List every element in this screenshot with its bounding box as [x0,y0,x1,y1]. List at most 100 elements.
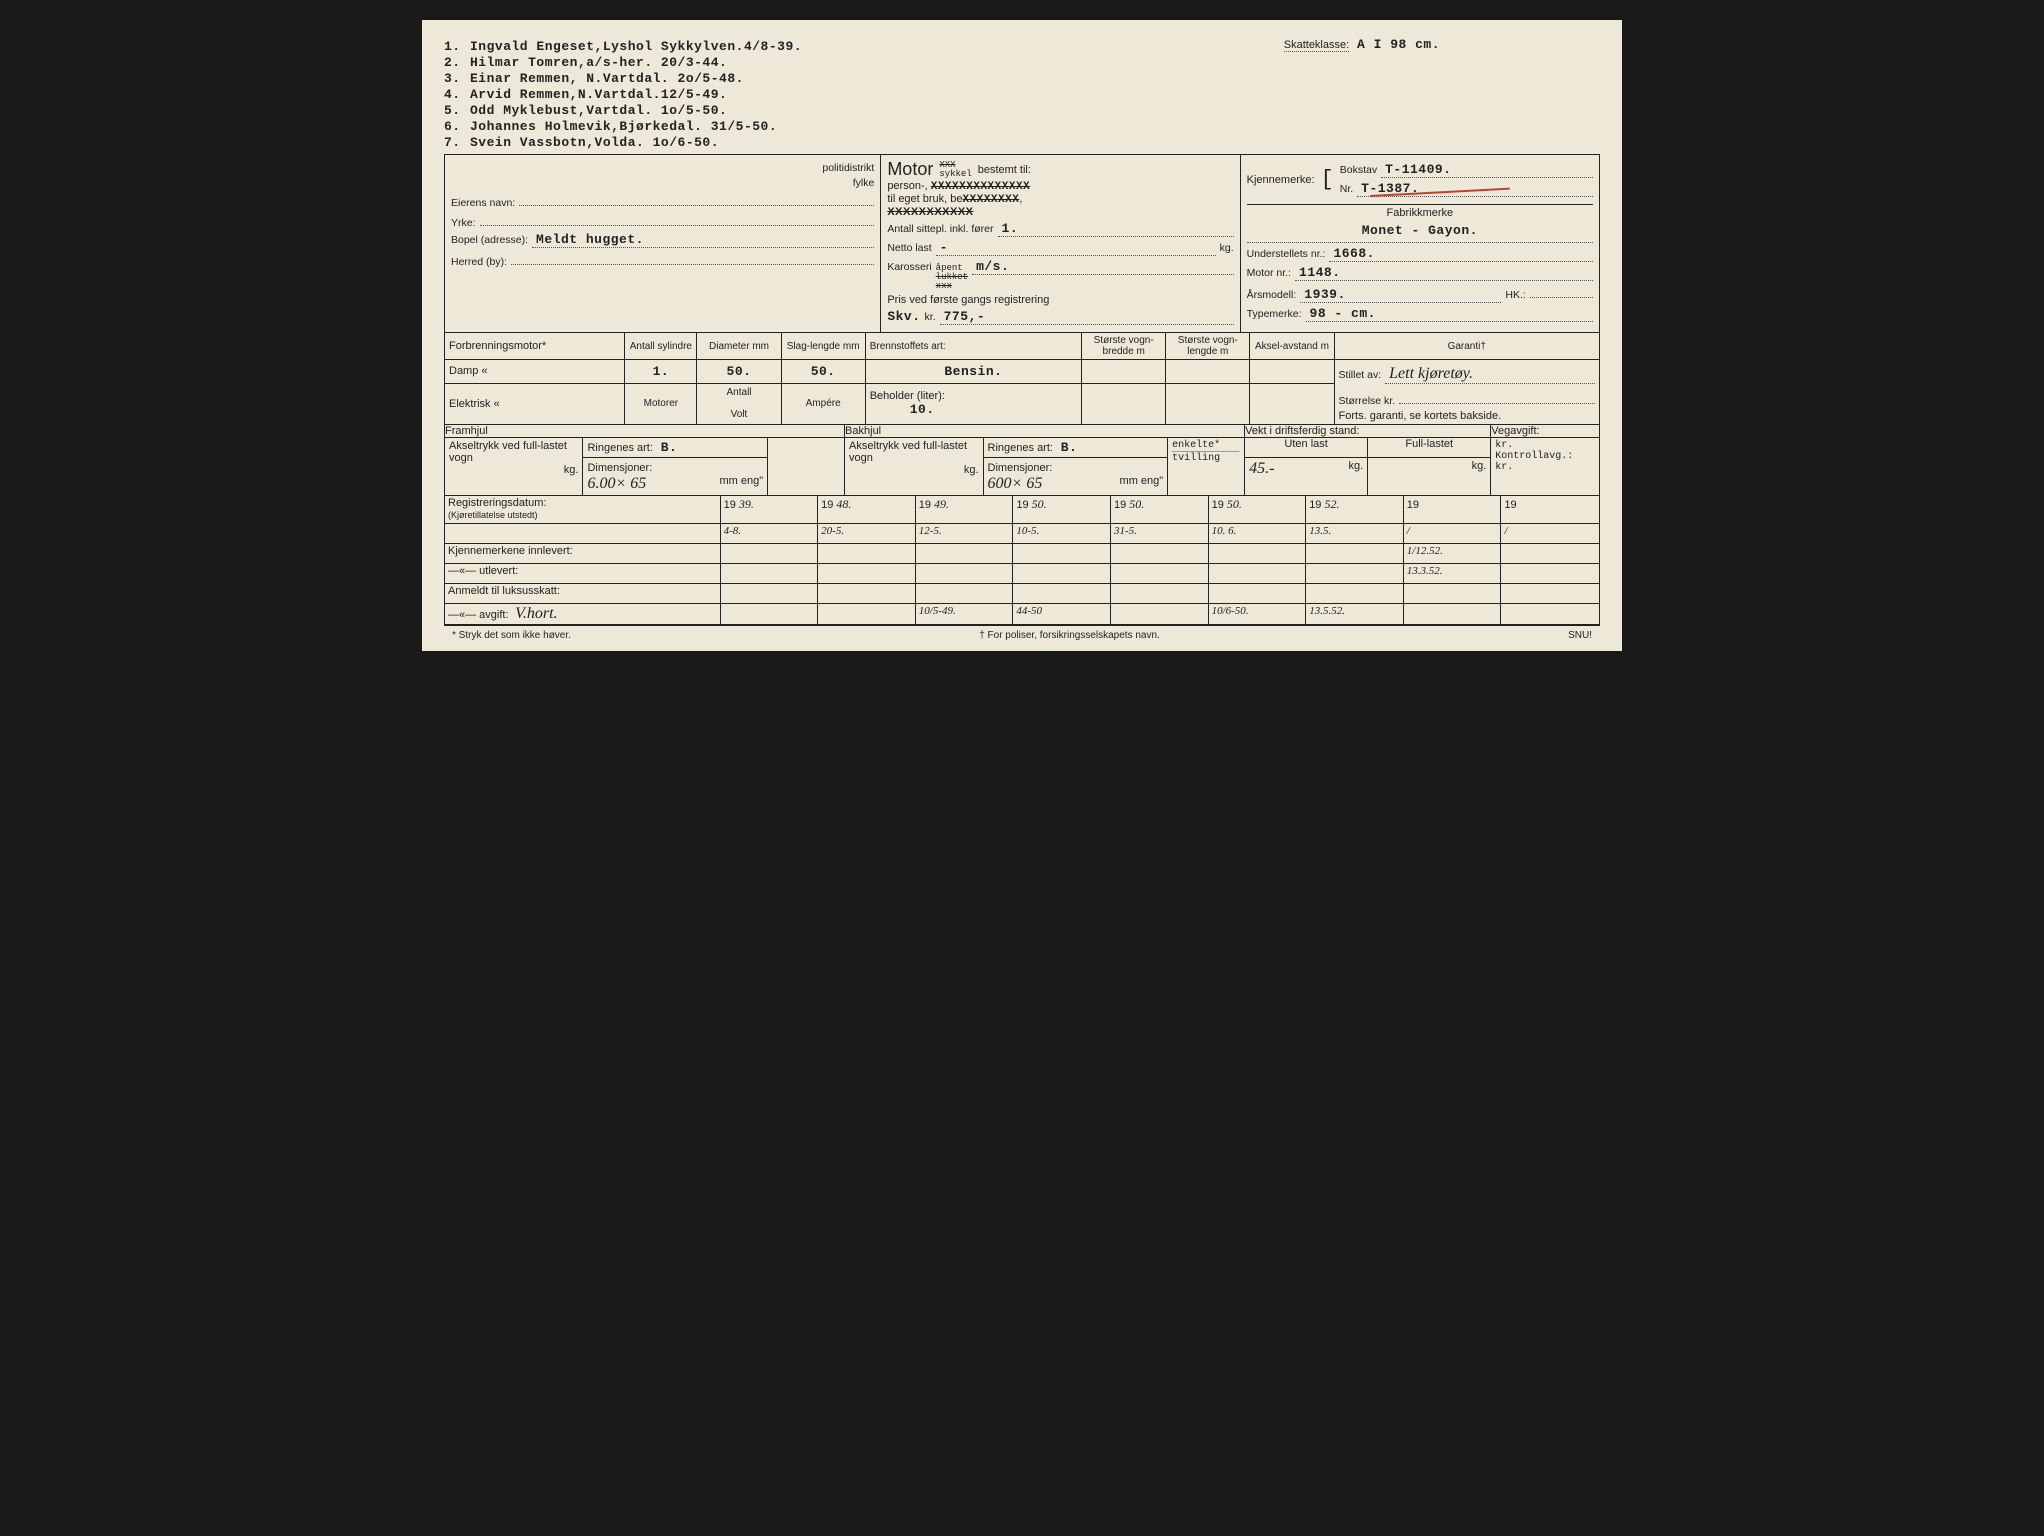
dates-cell [1501,604,1599,625]
dates-cell [1111,604,1209,625]
dates-cell: 31-5. [1111,524,1209,544]
dates-cell [818,584,916,604]
xxx2: xxx [936,282,968,291]
owner-text: Einar Remmen, N.Vartdal. 2o/5-48. [470,71,744,86]
dates-cell [818,544,916,564]
lengde-header: Største vogn-lengde m [1166,333,1250,360]
dates-row-label: Kjennemerkene innlevert: [448,545,573,557]
engine-table: Forbrenningsmotor* Antall sylindre Diame… [445,333,1599,425]
ampere-header: Ampére [782,384,866,426]
brenn-header: Brennstoffets art: [866,333,1082,360]
ring-b-value: B. [1061,440,1078,455]
stillet-label: Stillet av: [1339,369,1382,381]
registration-card: Skatteklasse: A I 98 cm. 1.Ingvald Enges… [422,20,1622,651]
eget-x: XXXXXXXX [963,194,1020,206]
dates-cell: 13.5. [1306,524,1404,544]
sykkel-label: sykkel [939,170,971,179]
dates-cell: 44-50 [1013,604,1111,625]
owner-row: 7.Svein Vassbotn,Volda. 1o/6-50. [444,135,1600,150]
footnote-poliser: † For poliser, forsikringsselskapets nav… [979,630,1160,641]
footnote-snu: SNU! [1568,630,1592,641]
dates-cell: 4-8. [721,524,819,544]
year-cell: 19 39. [721,496,819,524]
skatteklasse: Skatteklasse: A I 98 cm. [1284,37,1440,52]
bokstav-label: Bokstav [1340,164,1377,176]
aksel-header: Aksel-avstand m [1250,333,1334,360]
ring-b-label: Ringenes art: [988,442,1053,454]
year-cell: 19 50. [1209,496,1307,524]
netto-unit: kg. [1220,242,1234,254]
owner-num: 5. [444,103,464,118]
eier-label: Eierens navn: [451,197,515,209]
dates-cell [1404,604,1502,625]
motornr-label: Motor nr.: [1247,267,1291,279]
ring-f-label: Ringenes art: [587,442,652,454]
kr-label: kr. [925,311,936,323]
dates-cell: / [1404,524,1502,544]
dates-cell [916,584,1014,604]
beholder-header: Beholder (liter): [870,390,1077,402]
dates-cell [1501,544,1599,564]
skatteklasse-label: Skatteklasse: [1284,39,1349,52]
dates-cell [1111,544,1209,564]
dates-cell [1013,544,1111,564]
eget-label: til eget bruk, be [887,193,962,205]
main-form: politidistrikt fylke Eierens navn: Yrke:… [444,154,1600,626]
dates-cell: 20-5. [818,524,916,544]
year-cell: 19 [1501,496,1599,524]
forts-label: Forts. garanti, se kortets bakside. [1339,410,1595,422]
bokstav-value: T-11409. [1381,162,1593,178]
syl-value: 1. [625,360,697,384]
typemerke-value: 98 - cm. [1306,306,1593,322]
tvilling-label: tvilling [1172,453,1220,464]
owner-text: Hilmar Tomren,a/s-her. 20/3-44. [470,55,727,70]
understell-label: Understellets nr.: [1247,248,1326,260]
fylke-label: fylke [853,177,875,189]
owner-row: 3.Einar Remmen, N.Vartdal. 2o/5-48. [444,71,1600,86]
elektrisk-label: Elektrisk « [449,398,620,410]
person-x: XXXXXXXXXXXXXX [931,181,1030,193]
footer: * Stryk det som ikke høver. † For polise… [444,626,1600,641]
hk-label: HK.: [1505,289,1525,301]
slag-header: Slag-lengde mm [782,333,866,360]
understell-value: 1668. [1329,246,1593,262]
nr-label: Nr. [1340,183,1353,195]
dates-cell [1209,564,1307,584]
mmeng-b: mm eng" [1120,475,1164,487]
sittepl-label: Antall sittepl. inkl. fører [887,223,993,235]
reg-label-cell: Registreringsdatum:(Kjøretillatelse utst… [445,496,721,524]
kg-f: kg. [449,464,578,476]
dates-row-label-cell: Kjennemerkene innlevert: [445,544,721,564]
dates-cell: 10. 6. [1209,524,1307,544]
karosseri-value: m/s. [972,259,1234,275]
storrelse-label: Størrelse kr. [1339,395,1396,407]
dim-b-label: Dimensjoner: [988,462,1053,474]
sittepl-value: 1. [998,221,1234,237]
vegavg-header: Vegavgift: [1491,425,1599,438]
owner-num: 4. [444,87,464,102]
dates-cell [1306,544,1404,564]
dates-cell [916,544,1014,564]
bak-header: Bakhjul [845,425,1245,438]
dates-row-label-cell [445,524,721,544]
year-cell: 19 50. [1013,496,1111,524]
enkelte-label: enkelte* [1172,440,1220,451]
bopel-label: Bopel (adresse): [451,234,528,246]
avgift-label-cell: —«— avgift: V.hort. [445,604,721,625]
kontroll-label: Kontrollavg.: [1495,451,1573,462]
typemerke-label: Typemerke: [1247,308,1302,320]
dates-table: Registreringsdatum:(Kjøretillatelse utst… [445,496,1599,625]
karosseri-label: Karosseri [887,261,931,273]
dates-cell [1111,584,1209,604]
motornr-value: 1148. [1295,265,1593,281]
dates-cell [818,564,916,584]
dates-cell [1013,584,1111,604]
volt-header: Volt [701,409,776,420]
aksel-b-label: Akseltrykk ved full-lastet vogn [849,440,967,464]
fram-header: Framhjul [445,425,845,438]
year-cell: 19 50. [1111,496,1209,524]
dates-cell [1501,584,1599,604]
top-section: politidistrikt fylke Eierens navn: Yrke:… [445,155,1599,333]
damp-label: Damp « [449,365,620,377]
dates-cell: 10-5. [1013,524,1111,544]
